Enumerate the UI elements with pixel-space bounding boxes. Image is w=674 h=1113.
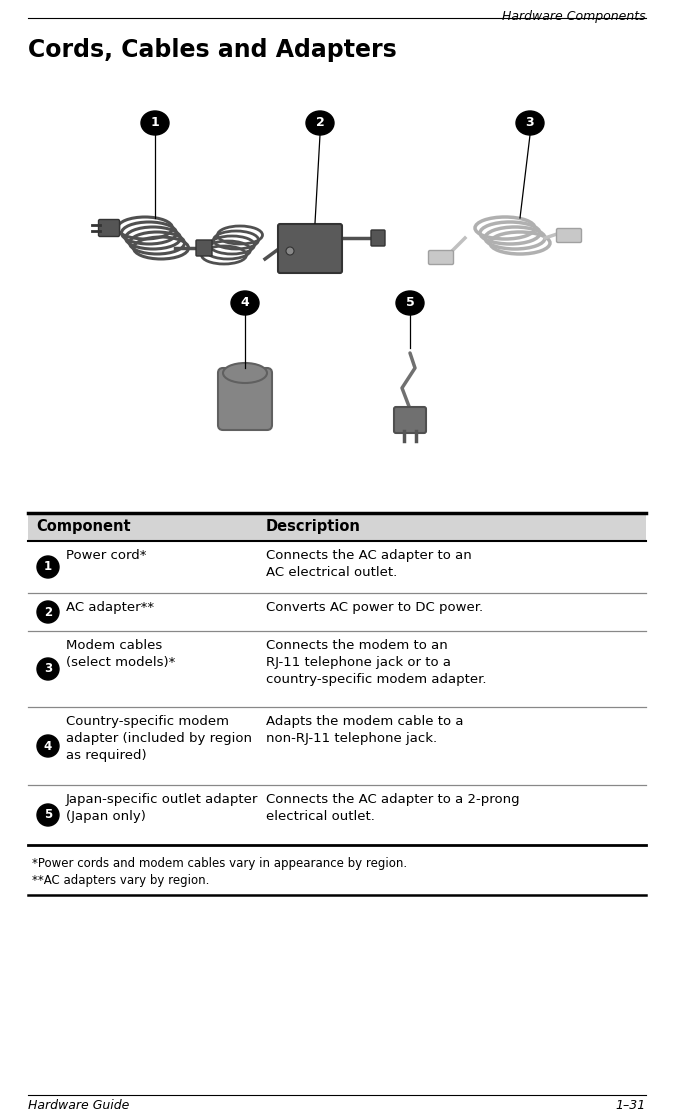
Text: 5: 5 bbox=[44, 808, 52, 821]
Circle shape bbox=[37, 735, 59, 757]
Ellipse shape bbox=[223, 363, 267, 383]
Text: Adapts the modem cable to a
non-RJ-11 telephone jack.: Adapts the modem cable to a non-RJ-11 te… bbox=[266, 715, 464, 745]
Text: 4: 4 bbox=[44, 739, 52, 752]
Circle shape bbox=[37, 556, 59, 578]
Polygon shape bbox=[28, 513, 646, 541]
Text: *Power cords and modem cables vary in appearance by region.: *Power cords and modem cables vary in ap… bbox=[32, 857, 407, 870]
Ellipse shape bbox=[396, 290, 424, 315]
Text: Component: Component bbox=[36, 520, 131, 534]
Text: Connects the AC adapter to a 2-prong
electrical outlet.: Connects the AC adapter to a 2-prong ele… bbox=[266, 792, 520, 823]
Text: Hardware Components: Hardware Components bbox=[502, 10, 646, 23]
Text: 1–31: 1–31 bbox=[616, 1099, 646, 1112]
Text: 5: 5 bbox=[406, 296, 415, 309]
Ellipse shape bbox=[231, 290, 259, 315]
Text: 1: 1 bbox=[44, 561, 52, 573]
Circle shape bbox=[37, 804, 59, 826]
FancyBboxPatch shape bbox=[371, 230, 385, 246]
Text: Cords, Cables and Adapters: Cords, Cables and Adapters bbox=[28, 38, 397, 62]
Text: AC adapter**: AC adapter** bbox=[66, 601, 154, 614]
Text: Country-specific modem
adapter (included by region
as required): Country-specific modem adapter (included… bbox=[66, 715, 252, 762]
FancyBboxPatch shape bbox=[196, 240, 212, 256]
Text: Hardware Guide: Hardware Guide bbox=[28, 1099, 129, 1112]
Text: Modem cables
(select models)*: Modem cables (select models)* bbox=[66, 639, 175, 669]
Ellipse shape bbox=[516, 111, 544, 135]
Text: 3: 3 bbox=[526, 117, 534, 129]
Text: Connects the modem to an
RJ-11 telephone jack or to a
country-specific modem ada: Connects the modem to an RJ-11 telephone… bbox=[266, 639, 487, 686]
FancyBboxPatch shape bbox=[394, 407, 426, 433]
Text: Converts AC power to DC power.: Converts AC power to DC power. bbox=[266, 601, 483, 614]
Text: Connects the AC adapter to an
AC electrical outlet.: Connects the AC adapter to an AC electri… bbox=[266, 549, 472, 579]
Text: 3: 3 bbox=[44, 662, 52, 676]
Text: 2: 2 bbox=[315, 117, 324, 129]
Ellipse shape bbox=[306, 111, 334, 135]
Text: 2: 2 bbox=[44, 605, 52, 619]
Ellipse shape bbox=[141, 111, 169, 135]
FancyBboxPatch shape bbox=[98, 219, 119, 236]
Text: Power cord*: Power cord* bbox=[66, 549, 146, 562]
FancyBboxPatch shape bbox=[429, 250, 454, 265]
Text: **AC adapters vary by region.: **AC adapters vary by region. bbox=[32, 874, 210, 887]
Circle shape bbox=[286, 247, 294, 255]
Circle shape bbox=[37, 601, 59, 623]
Text: Japan-specific outlet adapter
(Japan only): Japan-specific outlet adapter (Japan onl… bbox=[66, 792, 258, 823]
Text: 1: 1 bbox=[150, 117, 159, 129]
FancyBboxPatch shape bbox=[557, 228, 582, 243]
Text: Description: Description bbox=[266, 520, 361, 534]
FancyBboxPatch shape bbox=[218, 368, 272, 430]
Text: 4: 4 bbox=[241, 296, 249, 309]
FancyBboxPatch shape bbox=[278, 224, 342, 273]
Circle shape bbox=[37, 658, 59, 680]
